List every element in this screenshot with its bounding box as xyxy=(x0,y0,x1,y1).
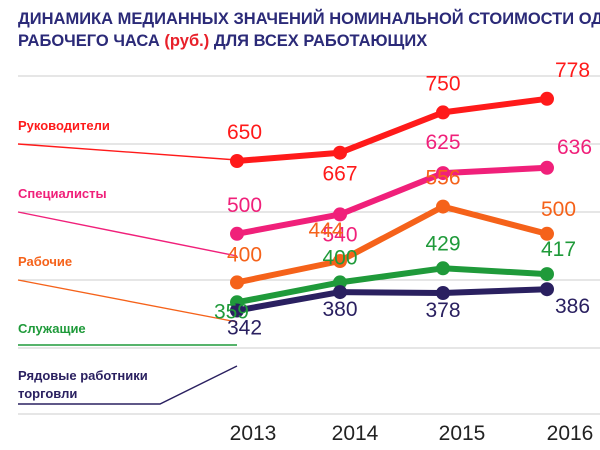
data-label-3-3: 556 xyxy=(425,167,460,190)
grid xyxy=(18,75,600,415)
data-label-4-1: 359 xyxy=(214,300,249,323)
series-label-1: Руководители xyxy=(18,118,110,133)
series-label-4: Служащие xyxy=(18,321,86,336)
x-tick-label-2: 2014 xyxy=(332,422,379,445)
data-point-3-4 xyxy=(540,226,554,241)
data-label-1-3: 750 xyxy=(425,72,460,95)
series-line-3 xyxy=(234,203,550,286)
chart-title-line-1: ДИНАМИКА МЕДИАННЫХ ЗНАЧЕНИЙ НОМИНАЛЬНОЙ … xyxy=(18,9,600,28)
data-point-3-3 xyxy=(436,199,450,214)
data-label-2-1: 500 xyxy=(227,194,262,217)
legend-labels: Руководители Специалисты Рабочие Служащие Ря… xyxy=(18,118,148,401)
data-label-5-4: 386 xyxy=(555,295,590,318)
leader-line-3 xyxy=(17,279,238,323)
title-part-2: ДЛЯ ВСЕХ РАБОТАЮЩИХ xyxy=(209,32,427,50)
x-tick-label-4: 2016 xyxy=(547,422,594,445)
data-point-5-2 xyxy=(333,285,347,300)
data-point-1-4 xyxy=(540,91,554,106)
data-label-2-3: 625 xyxy=(425,131,460,154)
data-label-4-4: 417 xyxy=(541,238,576,261)
series-line-5 xyxy=(234,286,550,314)
series-label-3: Рабочие xyxy=(18,254,72,269)
data-point-2-3 xyxy=(436,166,450,181)
data-point-4-4 xyxy=(540,267,554,282)
data-label-1-2: 667 xyxy=(322,163,357,186)
data-point-5-4 xyxy=(540,282,554,297)
data-label-1-1: 650 xyxy=(227,121,262,144)
data-point-5-1 xyxy=(230,303,244,318)
data-label-3-2: 444 xyxy=(308,219,343,242)
data-point-2-2 xyxy=(333,207,347,222)
series-label-2: Специалисты xyxy=(18,186,107,201)
data-label-5-2: 380 xyxy=(322,298,357,321)
chart-title-line-2: РАБОЧЕГО ЧАСА (руб.) ДЛЯ ВСЕХ РАБОТАЮЩИХ xyxy=(18,32,427,50)
title-part-1: РАБОЧЕГО ЧАСА xyxy=(18,32,164,50)
data-point-4-2 xyxy=(333,275,347,290)
series-line-1 xyxy=(234,95,550,164)
series-label-5-line-2: торговли xyxy=(18,386,77,401)
data-point-1-1 xyxy=(230,154,244,168)
data-label-5-3: 378 xyxy=(425,299,460,322)
series-lines xyxy=(234,95,550,314)
x-tick-label-1: 2013 xyxy=(230,422,277,445)
data-point-1-3 xyxy=(436,105,450,120)
data-point-4-3 xyxy=(436,261,450,276)
data-points xyxy=(230,91,554,318)
leader-line-1 xyxy=(17,143,238,161)
x-tick-label-3: 2015 xyxy=(439,422,486,445)
data-label-3-4: 500 xyxy=(541,198,576,221)
title-unit: (руб.) xyxy=(164,32,209,50)
data-point-3-1 xyxy=(230,275,244,290)
data-label-1-4: 778 xyxy=(555,59,590,82)
data-point-2-1 xyxy=(230,226,244,241)
data-point-5-3 xyxy=(436,286,450,300)
data-label-2-4: 636 xyxy=(557,136,592,159)
data-point-2-4 xyxy=(540,160,554,175)
data-point-3-2 xyxy=(333,254,347,268)
data-label-4-2: 400 xyxy=(322,246,357,269)
data-point-1-2 xyxy=(333,145,347,160)
data-label-4-3: 429 xyxy=(425,232,460,255)
leader-line-5 xyxy=(18,365,238,405)
leader-line-2 xyxy=(17,211,238,257)
data-label-3-1: 400 xyxy=(227,243,262,266)
series-line-2 xyxy=(234,164,550,237)
data-label-5-1: 342 xyxy=(227,317,262,340)
data-label-2-2: 540 xyxy=(322,223,357,246)
legend-leaders xyxy=(17,143,238,405)
series-label-5-line-1: Рядовые работники xyxy=(18,368,148,383)
x-axis-ticks: 2013 2014 2015 2016 xyxy=(230,422,594,445)
data-labels: 650 667 750 778 500 540 625 636 400 444 556 500 359 4… xyxy=(214,59,592,340)
series-line-4 xyxy=(234,265,550,306)
